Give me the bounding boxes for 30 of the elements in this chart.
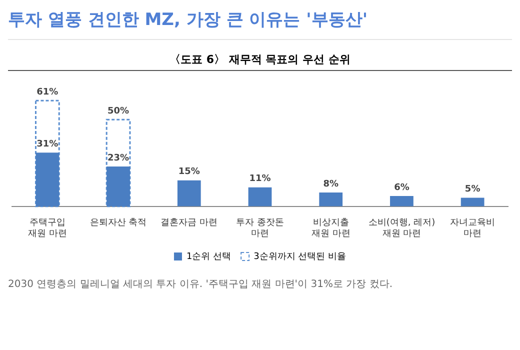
data-label: 11% (249, 174, 271, 184)
x-tick-label: 은퇴자산 축적 (90, 218, 147, 228)
bar (390, 196, 414, 206)
bar (248, 187, 272, 206)
legend-label: 1순위 선택 (186, 252, 232, 262)
x-tick-label: 결혼자금 마련 (160, 218, 218, 228)
data-label: 50% (108, 106, 130, 117)
bar (34, 100, 60, 208)
chart-subtitle: 〈도표 6〉 재무적 목표의 우선 순위 (8, 52, 512, 71)
data-label: 61% (36, 87, 58, 98)
data-label: 15% (178, 167, 200, 178)
bar (106, 118, 131, 208)
x-tick-label: 자녀교육비 마련 (450, 218, 496, 239)
data-label: 8% (323, 179, 338, 190)
x-tick-label: 주택구입 재원 마련 (28, 218, 67, 239)
data-label: 31% (36, 139, 58, 150)
x-tick-label: 투자 종잣돈 마련 (236, 218, 284, 239)
legend-label: 3순위까지 선택된 비율 (254, 252, 346, 262)
bar (319, 192, 343, 206)
chart-title: 투자 열풍 견인한 MZ, 가장 큰 이유는 '부동산' (8, 8, 512, 40)
data-label: 5% (464, 184, 480, 195)
x-tick-label: 소비(여행, 레저) 재원 마련 (368, 218, 436, 239)
data-label: 6% (394, 182, 410, 193)
text: 2030 연령층의 밀레니얼 세대의 투자 이유. '주택구입 재원 마련'이 31%로 가장 컸다. (8, 278, 394, 291)
bar (36, 152, 60, 206)
bar (106, 166, 130, 206)
bar (177, 180, 201, 206)
x-tick-label: 비상지출 재원 마련 (311, 218, 350, 239)
data-label: 23% (108, 153, 130, 164)
bar (460, 198, 484, 206)
